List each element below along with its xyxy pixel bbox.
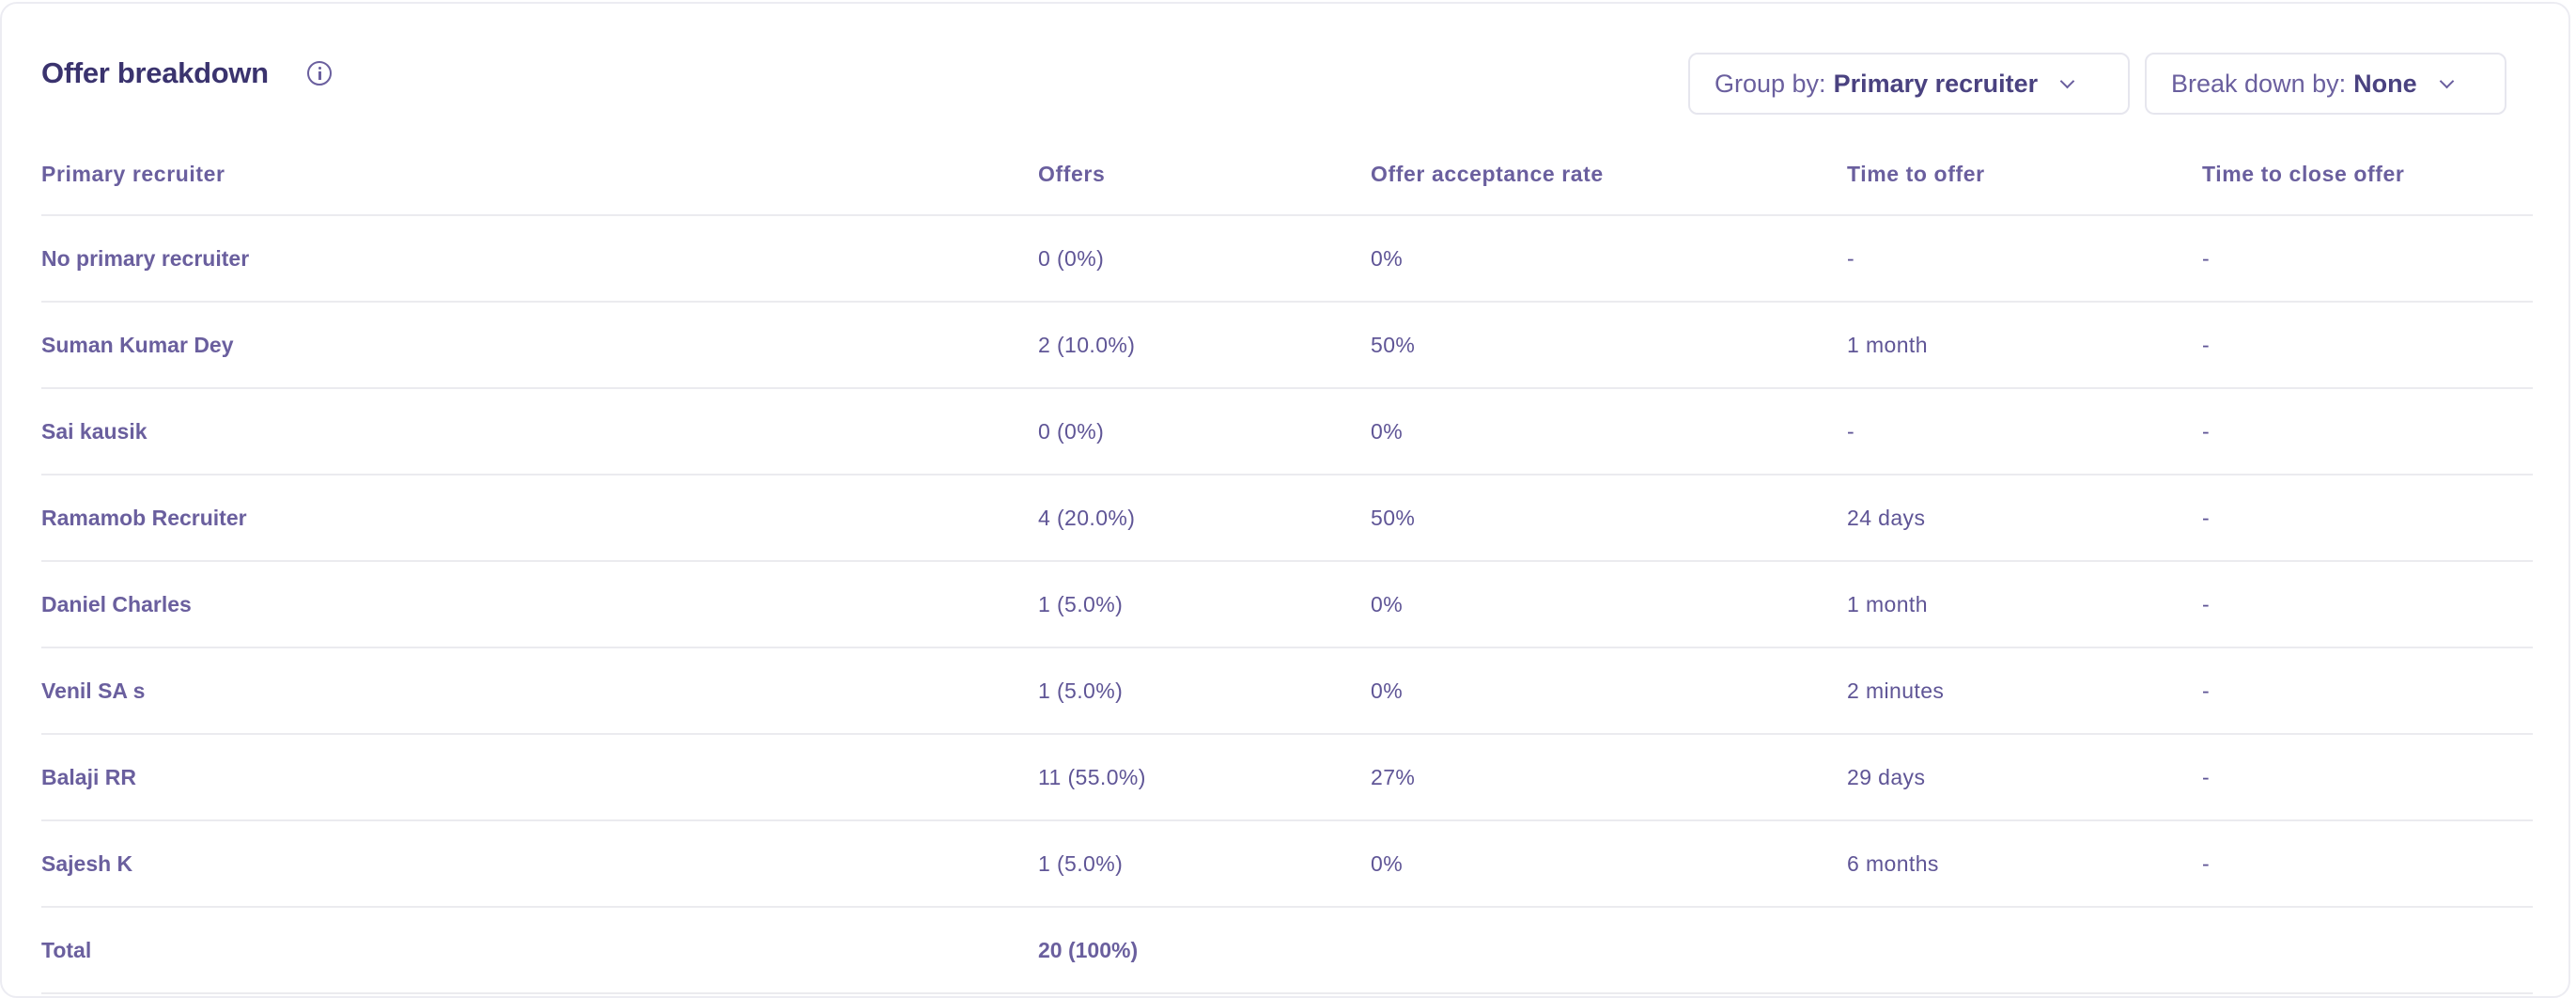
recruiter-cell: Sajesh K xyxy=(41,820,1038,908)
time-to-close-cell: - xyxy=(2202,302,2533,389)
offers-cell: 1 (5.0%) xyxy=(1038,561,1371,648)
break-down-by-label: Break down by: xyxy=(2171,69,2347,98)
offers-cell: 0 (0%) xyxy=(1038,215,1371,303)
time-to-offer-cell: 1 month xyxy=(1847,561,2202,648)
time-to-close-cell: - xyxy=(2202,734,2533,821)
time-to-close-cell: - xyxy=(2202,561,2533,648)
acceptance-rate-cell: 50% xyxy=(1371,302,1847,389)
acceptance-rate-cell: 0% xyxy=(1371,215,1847,303)
recruiter-cell: Ramamob Recruiter xyxy=(41,475,1038,562)
info-icon[interactable] xyxy=(307,61,332,86)
table-row: Sai kausik 0 (0%) 0% - - xyxy=(41,388,2533,476)
time-to-offer-cell: - xyxy=(1847,215,2202,303)
time-to-close-cell: - xyxy=(2202,820,2533,908)
offers-cell: 4 (20.0%) xyxy=(1038,475,1371,562)
group-by-value: Primary recruiter xyxy=(1833,69,2039,98)
time-to-offer-cell: 29 days xyxy=(1847,734,2202,821)
time-to-close-cell: - xyxy=(2202,647,2533,735)
group-by-dropdown[interactable]: Group by: Primary recruiter xyxy=(1688,53,2130,115)
recruiter-cell: Sai kausik xyxy=(41,388,1038,476)
recruiter-cell: Daniel Charles xyxy=(41,561,1038,648)
column-header[interactable]: Offers xyxy=(1038,133,1371,216)
column-header[interactable]: Primary recruiter xyxy=(41,133,1038,216)
offers-cell: 1 (5.0%) xyxy=(1038,820,1371,908)
time-to-close-cell: - xyxy=(2202,215,2533,303)
acceptance-rate-cell xyxy=(1371,907,1847,994)
acceptance-rate-cell: 0% xyxy=(1371,388,1847,476)
recruiter-cell: Venil SA s xyxy=(41,647,1038,735)
break-down-by-value: None xyxy=(2353,69,2417,98)
chevron-down-icon xyxy=(2059,73,2075,88)
time-to-offer-cell: 2 minutes xyxy=(1847,647,2202,735)
page-title: Offer breakdown xyxy=(41,56,269,89)
recruiter-cell: Total xyxy=(41,907,1038,994)
chevron-down-icon xyxy=(2439,73,2454,88)
break-down-by-dropdown[interactable]: Break down by: None xyxy=(2145,53,2506,115)
table-row: Daniel Charles 1 (5.0%) 0% 1 month - xyxy=(41,561,2533,648)
acceptance-rate-cell: 0% xyxy=(1371,820,1847,908)
recruiter-cell: Balaji RR xyxy=(41,734,1038,821)
offers-cell: 0 (0%) xyxy=(1038,388,1371,476)
offers-cell: 11 (55.0%) xyxy=(1038,734,1371,821)
time-to-close-cell xyxy=(2202,907,2533,994)
recruiter-cell: No primary recruiter xyxy=(41,215,1038,303)
time-to-offer-cell: 1 month xyxy=(1847,302,2202,389)
time-to-close-cell: - xyxy=(2202,388,2533,476)
acceptance-rate-cell: 50% xyxy=(1371,475,1847,562)
offer-breakdown-table: Primary recruiter Offers Offer acceptanc… xyxy=(41,133,2533,994)
time-to-offer-cell: - xyxy=(1847,388,2202,476)
table-row: No primary recruiter 0 (0%) 0% - - xyxy=(41,215,2533,303)
time-to-offer-cell: 6 months xyxy=(1847,820,2202,908)
acceptance-rate-cell: 0% xyxy=(1371,561,1847,648)
group-by-label: Group by: xyxy=(1715,69,1826,98)
acceptance-rate-cell: 27% xyxy=(1371,734,1847,821)
table-total-row: Total 20 (100%) xyxy=(41,907,2533,994)
table-row: Ramamob Recruiter 4 (20.0%) 50% 24 days - xyxy=(41,475,2533,562)
acceptance-rate-cell: 0% xyxy=(1371,647,1847,735)
time-to-offer-cell xyxy=(1847,907,2202,994)
offers-cell: 20 (100%) xyxy=(1038,907,1371,994)
table-header-row: Primary recruiter Offers Offer acceptanc… xyxy=(41,133,2533,216)
offers-cell: 2 (10.0%) xyxy=(1038,302,1371,389)
column-header[interactable]: Time to offer xyxy=(1847,133,2202,216)
table-row: Suman Kumar Dey 2 (10.0%) 50% 1 month - xyxy=(41,302,2533,389)
time-to-close-cell: - xyxy=(2202,475,2533,562)
offers-cell: 1 (5.0%) xyxy=(1038,647,1371,735)
time-to-offer-cell: 24 days xyxy=(1847,475,2202,562)
column-header[interactable]: Time to close offer xyxy=(2202,133,2533,216)
table-row: Balaji RR 11 (55.0%) 27% 29 days - xyxy=(41,734,2533,821)
recruiter-cell: Suman Kumar Dey xyxy=(41,302,1038,389)
column-header[interactable]: Offer acceptance rate xyxy=(1371,133,1847,216)
